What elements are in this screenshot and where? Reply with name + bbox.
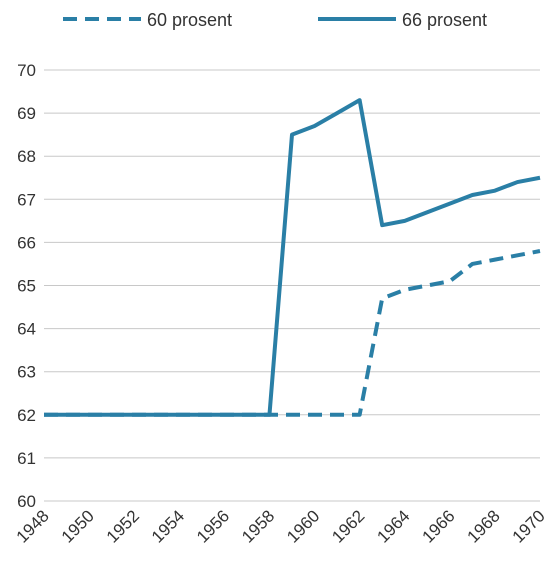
x-tick-label: 1964 xyxy=(373,506,413,546)
y-axis-ticks: 60 61 62 63 64 65 66 67 68 69 70 xyxy=(17,61,36,511)
x-tick-label: 1956 xyxy=(193,506,233,546)
legend-label-2: 66 prosent xyxy=(402,10,487,30)
y-tick-label: 67 xyxy=(17,190,36,209)
series-line-1 xyxy=(44,249,541,417)
y-tick-label: 61 xyxy=(17,449,36,468)
x-tick-label: 1952 xyxy=(103,506,143,546)
x-tick-label: 1962 xyxy=(328,506,368,546)
y-tick-label: 62 xyxy=(17,406,36,425)
x-tick-label: 1948 xyxy=(13,506,53,546)
y-tick-label: 65 xyxy=(17,277,36,296)
x-tick-label: 1958 xyxy=(238,506,278,546)
y-tick-label: 63 xyxy=(17,363,36,382)
legend-label-1: 60 prosent xyxy=(147,10,232,30)
y-tick-label: 64 xyxy=(17,320,36,339)
y-tick-label: 60 xyxy=(17,492,36,511)
x-tick-label: 1960 xyxy=(283,506,323,546)
y-tick-label: 66 xyxy=(17,233,36,252)
x-tick-label: 1966 xyxy=(418,506,458,546)
x-tick-label: 1950 xyxy=(58,506,98,546)
x-tick-label: 1970 xyxy=(509,506,549,546)
series-lines xyxy=(44,98,541,417)
x-axis-ticks: 1948 1950 1952 1954 1956 1958 1960 1962 1964 1966… xyxy=(13,506,549,546)
x-tick-label: 1954 xyxy=(148,506,188,546)
series-line-2 xyxy=(44,98,541,417)
y-tick-label: 68 xyxy=(17,147,36,166)
legend: 60 prosent 66 prosent xyxy=(63,10,487,30)
y-tick-label: 69 xyxy=(17,104,36,123)
x-tick-label: 1968 xyxy=(464,506,504,546)
y-tick-label: 70 xyxy=(17,61,36,80)
